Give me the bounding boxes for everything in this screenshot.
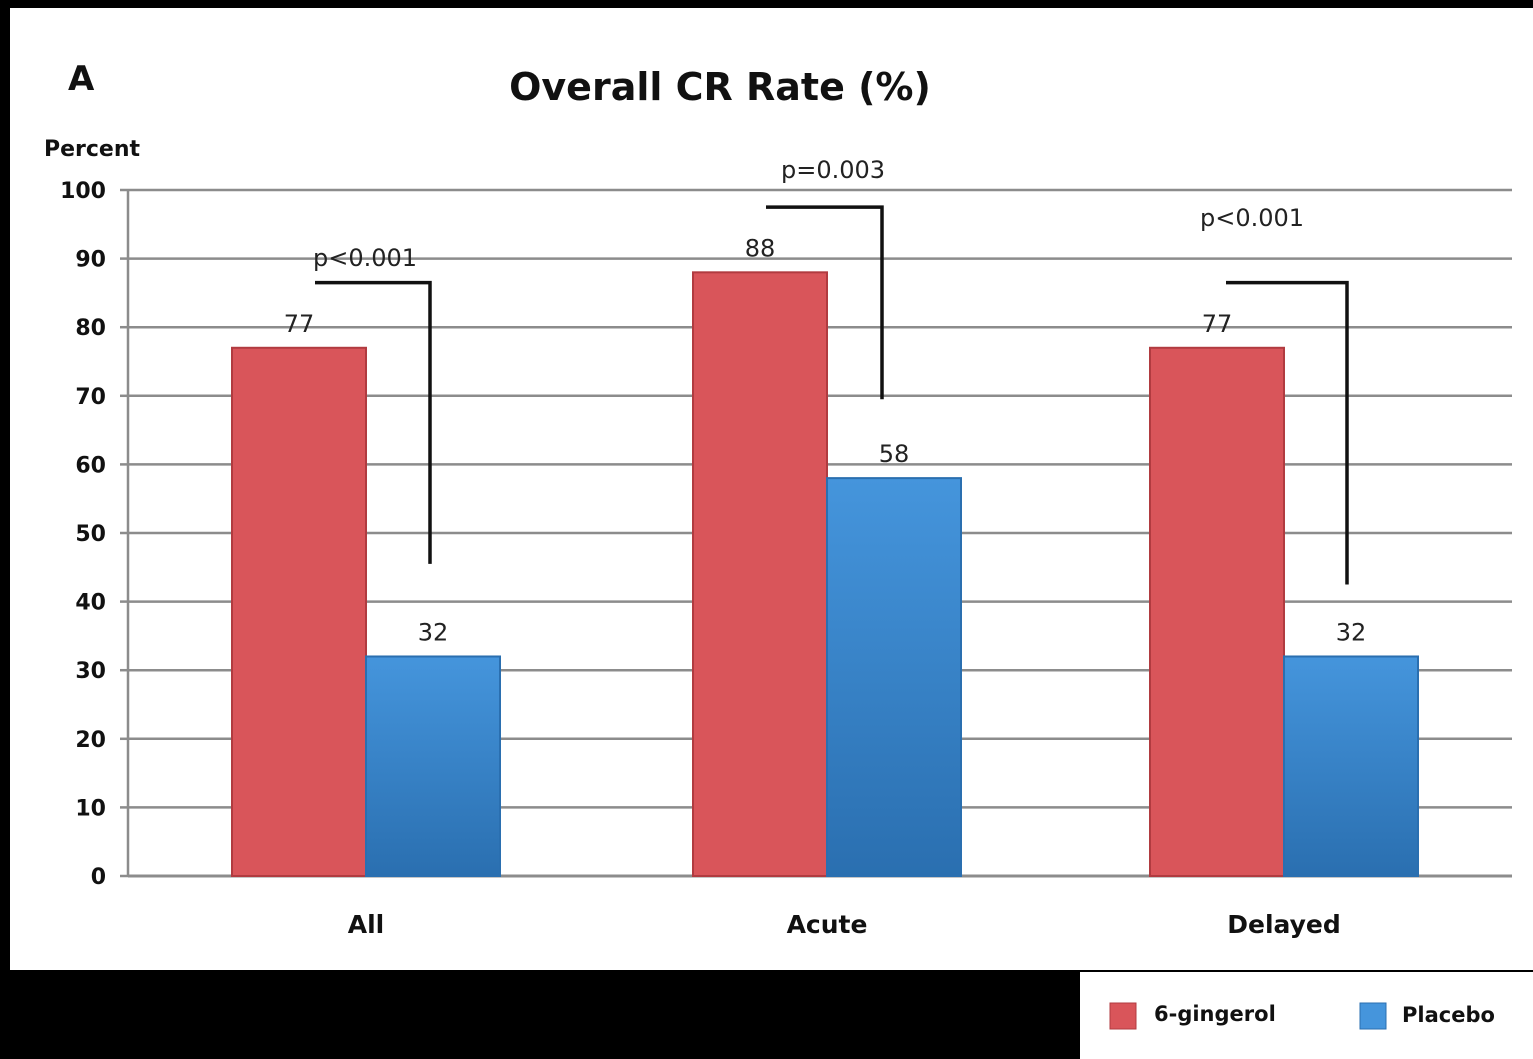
legend-label-placebo: Placebo [1402, 1003, 1495, 1027]
bar-placebo-delayed [1283, 655, 1419, 877]
legend: 6-gingerol Placebo [1080, 972, 1533, 1059]
p-value-annotation: p=0.003 [781, 156, 885, 184]
y-tick-label: 20 [75, 728, 106, 753]
chart-title: Overall CR Rate (%) [509, 65, 931, 109]
legend-swatch-placebo [1359, 1002, 1387, 1030]
significance-bracket [1226, 280, 1349, 585]
labels: 0 10 20 30 40 50 60 70 80 90 100 77 32 All 88 58 Acute 77… [60, 156, 1366, 939]
y-tick-label: 80 [75, 316, 106, 341]
bar-chart: A Overall CR Rate (%) Percent 0 10 20 30 40 5… [44, 59, 1512, 939]
legend-svg: 6-gingerol Placebo [1109, 1002, 1495, 1030]
y-tick-label: 40 [75, 591, 106, 616]
p-value-annotation: p<0.001 [313, 244, 417, 272]
y-tick-label: 100 [60, 179, 106, 204]
y-tick-label: 60 [75, 453, 106, 478]
y-tick-label: 10 [75, 796, 106, 821]
x-tick-label: Delayed [1227, 910, 1341, 939]
y-axis-label: Percent [44, 137, 141, 162]
y-tick-label: 0 [91, 865, 106, 890]
significance-bracket [315, 280, 432, 564]
data-label: 32 [1336, 618, 1367, 646]
significance-brackets [315, 205, 1349, 585]
data-label: 77 [284, 310, 315, 338]
data-label: 58 [879, 440, 910, 468]
bar-6-gingerol-delayed [1149, 346, 1285, 877]
data-label: 88 [745, 234, 776, 262]
legend-label-6-gingerol: 6-gingerol [1154, 1002, 1276, 1026]
data-label: 32 [418, 618, 449, 646]
panel-letter: A [68, 59, 95, 99]
data-label: 77 [1202, 310, 1233, 338]
chart-panel: A Overall CR Rate (%) Percent 0 10 20 30 40 5… [10, 8, 1533, 970]
y-tick-label: 50 [75, 522, 106, 547]
y-tick-label: 70 [75, 385, 106, 410]
p-value-annotation: p<0.001 [1200, 204, 1304, 232]
x-tick-label: Acute [787, 910, 868, 939]
significance-bracket [766, 205, 884, 400]
y-tick-label: 90 [75, 248, 106, 273]
bar-6-gingerol-acute [692, 271, 828, 877]
legend-swatch-6-gingerol [1109, 1002, 1137, 1030]
bars [231, 271, 1419, 877]
bar-placebo-acute [826, 477, 962, 877]
bar-6-gingerol-all [231, 346, 367, 877]
bar-placebo-all [365, 655, 501, 877]
x-tick-label: All [348, 910, 385, 939]
y-tick-label: 30 [75, 659, 106, 684]
